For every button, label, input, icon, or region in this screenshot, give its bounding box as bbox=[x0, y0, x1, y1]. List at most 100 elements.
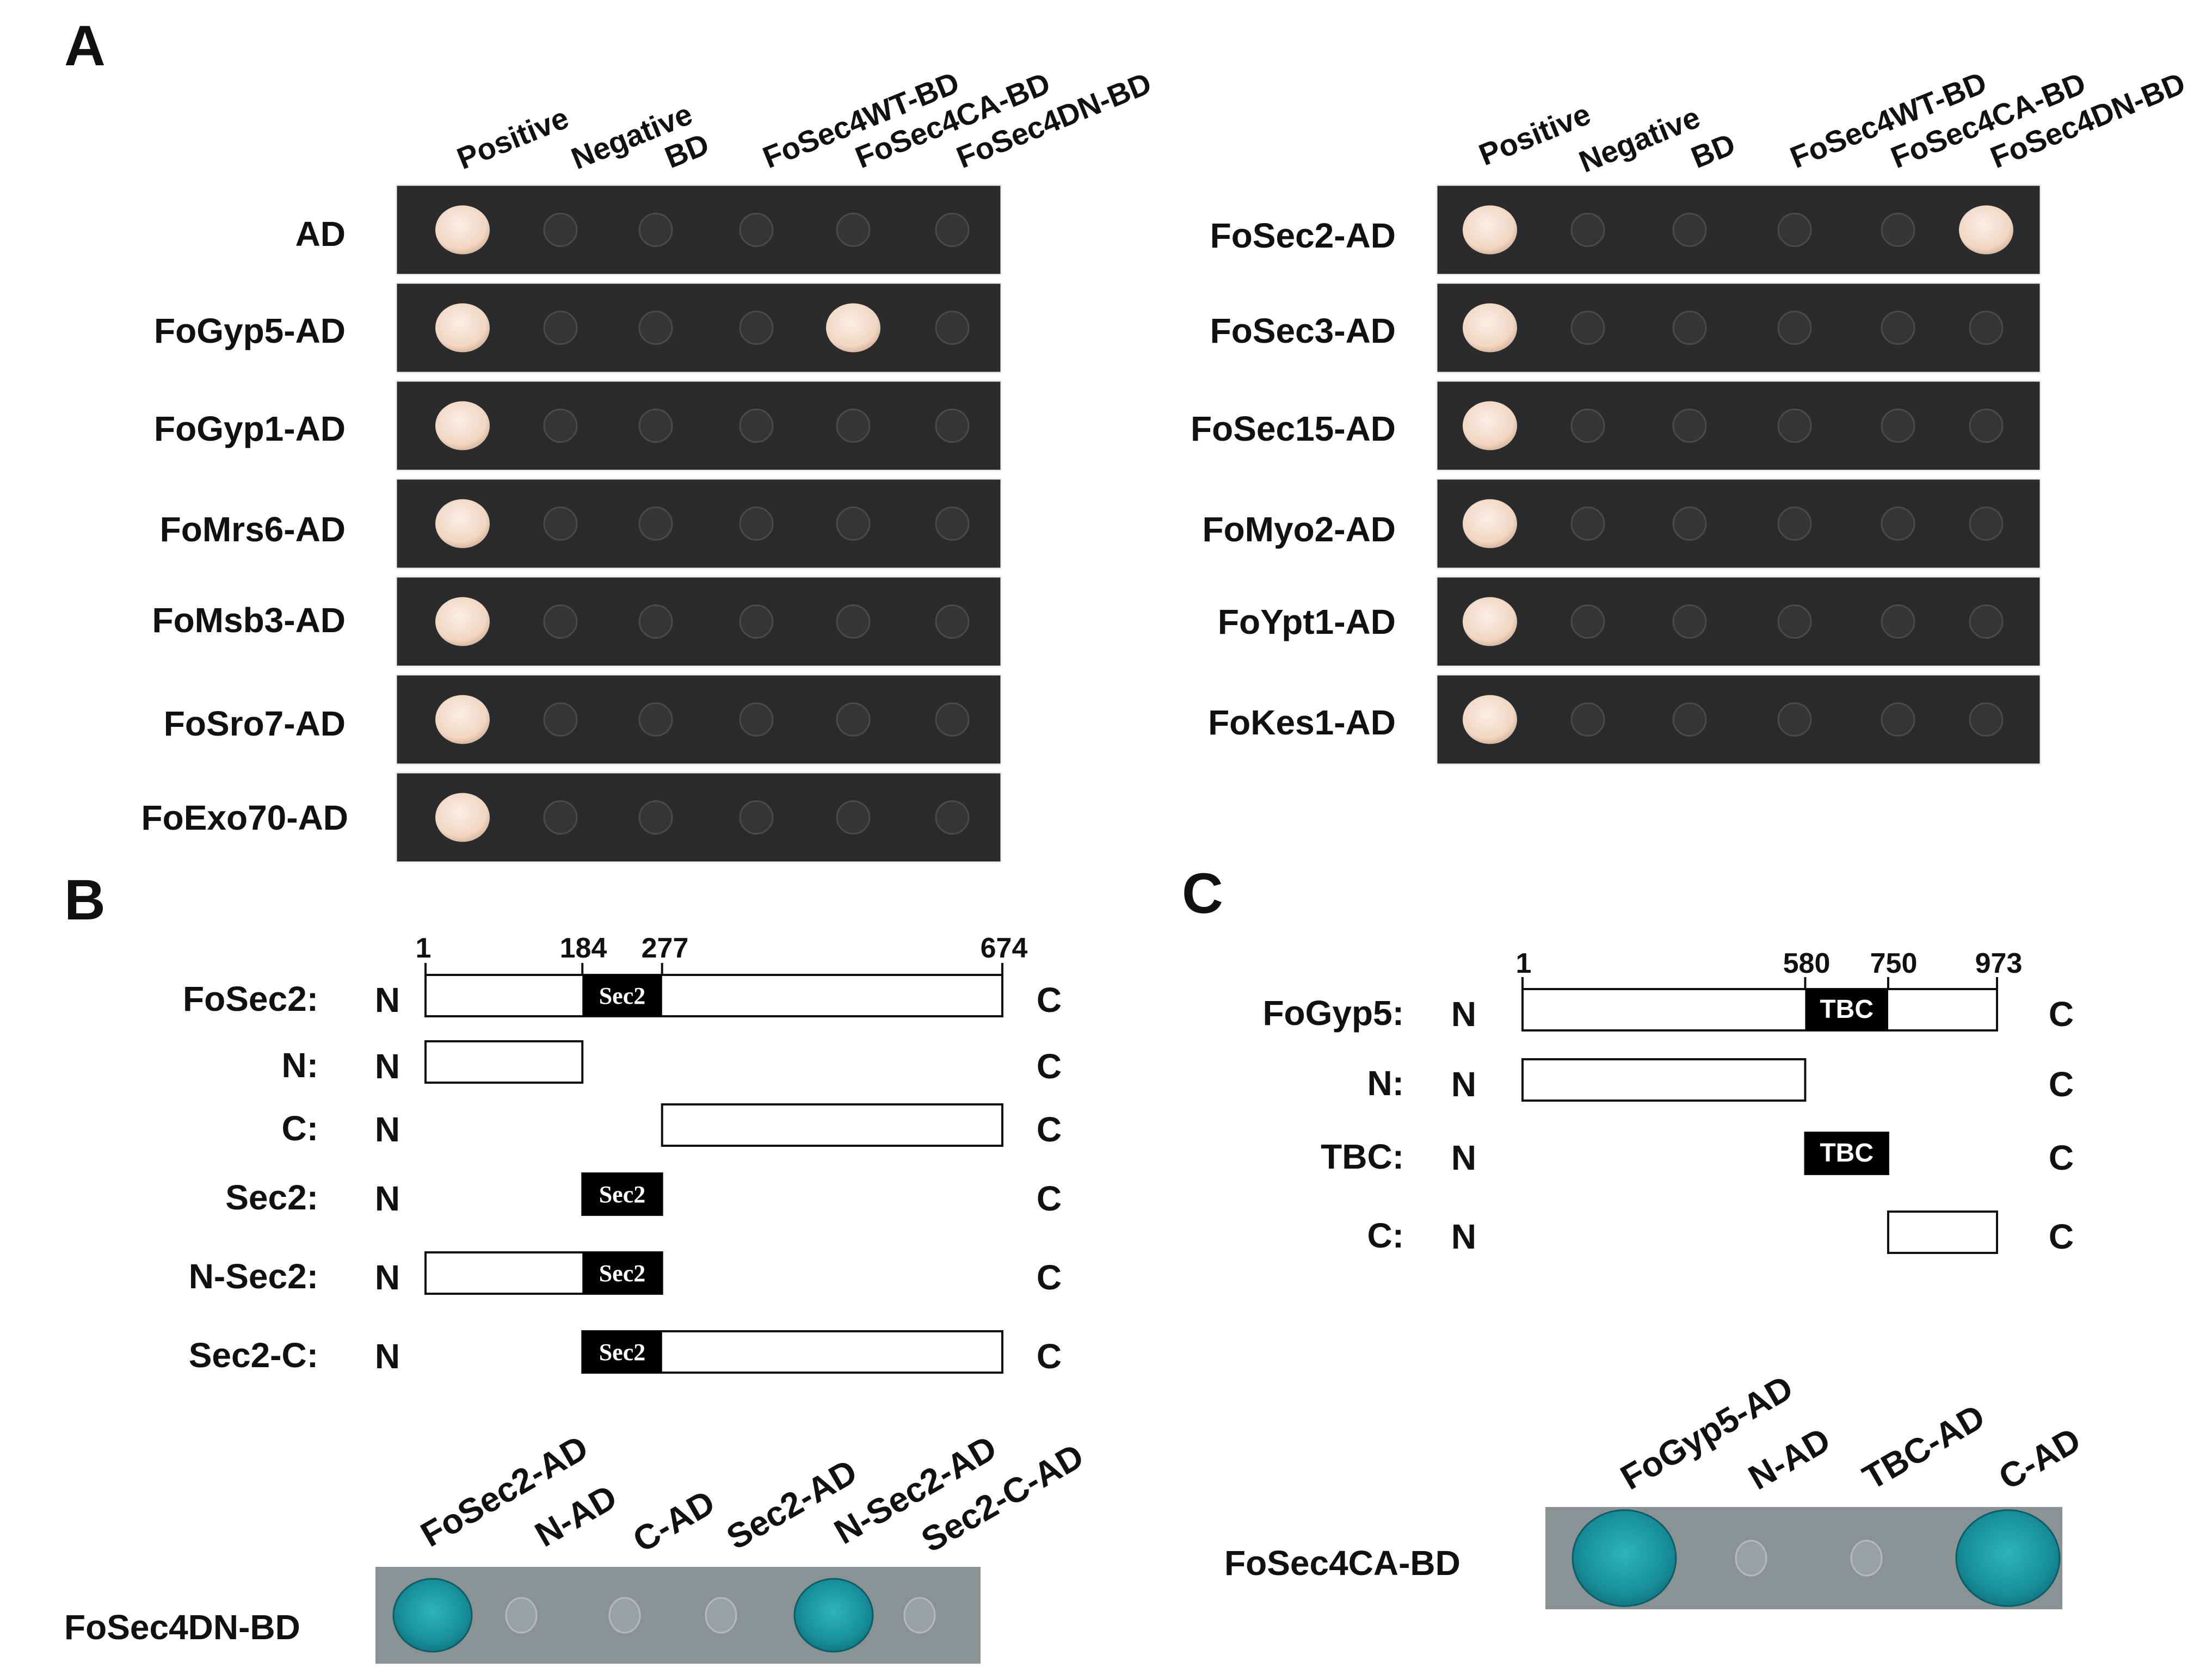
empty-spot bbox=[1777, 604, 1812, 639]
construct-label: N: bbox=[281, 1046, 318, 1085]
colony-spot bbox=[1463, 695, 1517, 744]
construct-label: C: bbox=[1367, 1216, 1404, 1255]
c-terminus-label: C bbox=[2049, 995, 2074, 1034]
blue-colony bbox=[1955, 1509, 2061, 1607]
empty-spot bbox=[1881, 311, 1915, 345]
col-label-positive-right: Positive bbox=[1474, 96, 1595, 172]
colony-spot bbox=[435, 205, 490, 255]
domain-block bbox=[582, 1331, 662, 1373]
panel-letter-a: A bbox=[64, 14, 106, 78]
construct-bar bbox=[661, 1103, 1003, 1147]
panel-a-left-grid: AD FoGyp5-AD FoGyp1-AD FoMrs6-AD FoMsb3-… bbox=[141, 184, 1002, 863]
plate-strip bbox=[1435, 478, 2042, 570]
empty-spot bbox=[1881, 507, 1915, 541]
n-terminus-label: N bbox=[1451, 995, 1476, 1034]
n-terminus-label: N bbox=[375, 1110, 400, 1149]
c-terminus-label: C bbox=[1037, 1110, 1062, 1149]
c-terminus-label: C bbox=[1037, 1337, 1062, 1376]
empty-spot bbox=[543, 311, 578, 345]
empty-spot bbox=[935, 702, 970, 737]
construct-label: FoGyp5: bbox=[1262, 993, 1404, 1033]
plate-strip bbox=[395, 478, 1002, 570]
empty-spot bbox=[836, 213, 871, 247]
empty-spot bbox=[903, 1597, 936, 1634]
plate-strip bbox=[395, 380, 1002, 472]
colony-spot bbox=[435, 793, 490, 842]
position-label: 277 bbox=[642, 932, 689, 964]
empty-spot bbox=[543, 702, 578, 737]
plate-strip bbox=[395, 576, 1002, 668]
c-terminus-label: C bbox=[1037, 980, 1062, 1020]
position-label: 750 bbox=[1870, 948, 1918, 979]
domain-block bbox=[582, 975, 662, 1016]
c-terminus-label: C bbox=[2049, 1065, 2074, 1104]
empty-spot bbox=[1570, 213, 1605, 247]
empty-spot bbox=[935, 604, 970, 639]
empty-spot bbox=[935, 311, 970, 345]
empty-spot bbox=[543, 800, 578, 835]
empty-spot bbox=[1570, 409, 1605, 443]
row-label: FoSec15-AD bbox=[1191, 409, 1396, 448]
blue-colony bbox=[392, 1578, 473, 1653]
colony-spot bbox=[1463, 499, 1517, 548]
empty-spot bbox=[1881, 213, 1915, 247]
row-label: AD bbox=[295, 214, 346, 254]
assay-plate bbox=[375, 1567, 981, 1664]
plate-strip bbox=[395, 184, 1002, 276]
colony-spot bbox=[435, 499, 490, 548]
row-label: FoSro7-AD bbox=[164, 704, 346, 743]
empty-spot bbox=[638, 213, 673, 247]
empty-spot bbox=[935, 507, 970, 541]
row-label: FoSec3-AD bbox=[1210, 311, 1396, 350]
panel-a-right-column-labels: Positive Negative BD FoSec4WT-BD FoSec4C… bbox=[1474, 65, 2190, 179]
construct-bar bbox=[424, 1040, 584, 1084]
panel-b-domain-diagram: 1 184 277 674 FoSec2: N C Sec2 N: N C C: N C Sec2:… bbox=[183, 932, 1062, 1376]
empty-spot bbox=[1777, 507, 1812, 541]
domain-block bbox=[1805, 1133, 1888, 1174]
c-terminus-label: C bbox=[1037, 1047, 1062, 1086]
colony-spot bbox=[435, 695, 490, 744]
construct-label: FoSec2: bbox=[183, 979, 318, 1018]
empty-spot bbox=[638, 409, 673, 443]
empty-spot bbox=[1969, 702, 2004, 737]
assay-c-col-label: N-AD bbox=[1742, 1420, 1837, 1497]
empty-spot bbox=[1969, 409, 2004, 443]
empty-spot bbox=[1881, 409, 1915, 443]
position-label: 580 bbox=[1783, 948, 1831, 979]
panel-letter-c: C bbox=[1182, 862, 1223, 925]
empty-spot bbox=[543, 409, 578, 443]
empty-spot bbox=[505, 1597, 538, 1634]
construct-label: N: bbox=[1367, 1064, 1404, 1103]
plate-strip bbox=[395, 282, 1002, 374]
plate-strip bbox=[395, 674, 1002, 765]
empty-spot bbox=[1672, 507, 1707, 541]
row-label: FoSec2-AD bbox=[1210, 216, 1396, 255]
colony-spot bbox=[1463, 303, 1517, 353]
construct-label: Sec2-C: bbox=[189, 1336, 318, 1375]
assay-b-col-label: C-AD bbox=[626, 1483, 722, 1560]
row-label: FoMsb3-AD bbox=[152, 601, 346, 640]
empty-spot bbox=[1672, 311, 1707, 345]
empty-spot bbox=[1570, 507, 1605, 541]
blue-colony bbox=[793, 1578, 874, 1653]
empty-spot bbox=[836, 702, 871, 737]
empty-spot bbox=[638, 702, 673, 737]
construct-bar bbox=[1521, 1058, 1807, 1102]
empty-spot bbox=[705, 1597, 737, 1634]
plate-strip bbox=[1435, 380, 2042, 472]
c-terminus-label: C bbox=[2049, 1138, 2074, 1177]
colony-spot bbox=[435, 401, 490, 450]
row-label: FoGyp1-AD bbox=[154, 409, 346, 448]
empty-spot bbox=[1570, 604, 1605, 639]
colony-spot bbox=[435, 597, 490, 646]
domain-label: TBC bbox=[1820, 995, 1874, 1024]
panel-c-assay: FoGyp5-AD N-AD TBC-AD C-AD FoSec4CA-BD bbox=[1224, 1368, 2087, 1609]
plate-strip bbox=[1435, 184, 2042, 276]
empty-spot bbox=[739, 604, 774, 639]
empty-spot bbox=[543, 604, 578, 639]
empty-spot bbox=[935, 800, 970, 835]
row-label: FoExo70-AD bbox=[141, 798, 349, 837]
empty-spot bbox=[1881, 702, 1915, 737]
empty-spot bbox=[638, 507, 673, 541]
